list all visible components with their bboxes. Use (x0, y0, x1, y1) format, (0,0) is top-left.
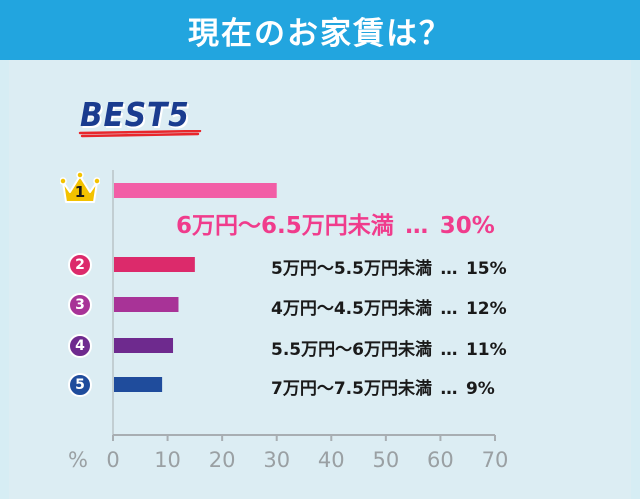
bar-rank-2 (114, 257, 195, 272)
bar-label-rank-5: 7万円～7.5万円未満 … 9% (271, 379, 495, 399)
axis-unit: % (68, 448, 88, 472)
bar-label-rank-3: 4万円～4.5万円未満 … 12% (271, 299, 507, 319)
bar-rank-5 (114, 377, 163, 392)
bar-rank-4 (114, 338, 174, 353)
rank-badge-5: 5 (68, 373, 92, 397)
x-tick-label: 40 (317, 448, 345, 472)
rank-badge-4: 4 (68, 334, 92, 358)
crown-icon (60, 171, 100, 203)
title-bar: 現在のお家賃は？ (0, 0, 640, 60)
bar-label-rank-4: 5.5万円～6万円未満 … 11% (271, 340, 507, 360)
badge-underline (78, 130, 202, 138)
rank-badge-2: 2 (68, 253, 92, 277)
x-tick-label: 0 (106, 448, 120, 472)
bar-label-rank-1: 6万円～6.5万円未満 … 30% (176, 213, 495, 239)
x-tick-label: 30 (263, 448, 291, 472)
x-tick-label: 70 (481, 448, 509, 472)
bar-label-rank-2: 5万円～5.5万円未満 … 15% (271, 259, 507, 279)
x-tick-label: 50 (372, 448, 400, 472)
x-tick-label: 10 (154, 448, 181, 472)
x-tick-label: 60 (427, 448, 454, 472)
rank-badge-3: 3 (68, 293, 92, 317)
x-tick-label: 20 (208, 448, 236, 472)
rank-1-number: 1 (74, 183, 86, 201)
best5-badge: BEST5 (80, 95, 190, 134)
page-title: 現在のお家賃は？ (188, 15, 452, 52)
bar-rank-3 (114, 297, 179, 312)
bar-rank-1 (114, 183, 277, 198)
